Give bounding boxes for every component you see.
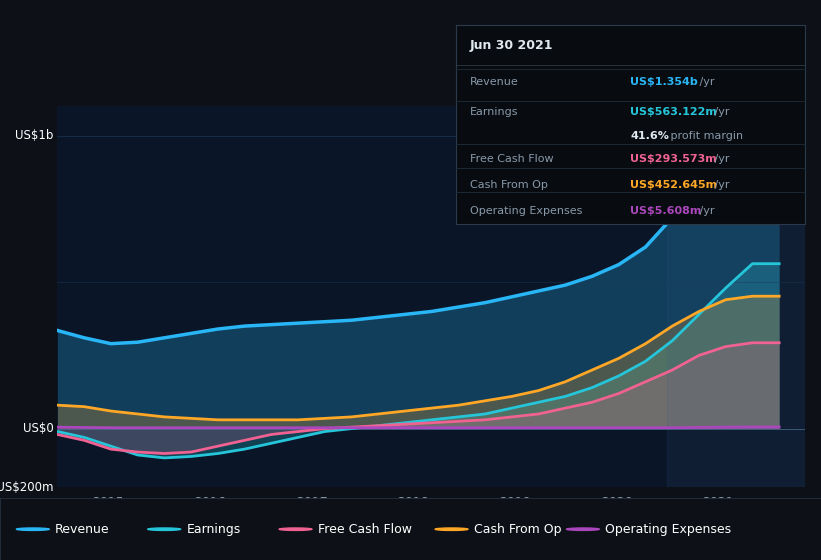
Bar [667,106,805,487]
Text: US$1b: US$1b [16,129,53,142]
Text: Operating Expenses: Operating Expenses [470,206,582,216]
Circle shape [566,528,599,530]
Text: US$452.645m: US$452.645m [631,180,718,190]
Text: -US$200m: -US$200m [0,480,53,494]
Circle shape [435,528,468,530]
Text: US$5.608m: US$5.608m [631,206,701,216]
Text: US$1.354b: US$1.354b [631,77,698,87]
Text: Revenue: Revenue [55,522,110,536]
Text: /yr: /yr [711,155,729,165]
Text: /yr: /yr [711,180,729,190]
Circle shape [16,528,49,530]
Text: Free Cash Flow: Free Cash Flow [318,522,411,536]
Text: US$563.122m: US$563.122m [631,107,717,116]
Text: /yr: /yr [696,77,714,87]
Text: /yr: /yr [696,206,714,216]
Text: Operating Expenses: Operating Expenses [605,522,732,536]
Text: Cash From Op: Cash From Op [474,522,562,536]
Text: Earnings: Earnings [186,522,241,536]
Circle shape [148,528,181,530]
Circle shape [279,528,312,530]
Text: profit margin: profit margin [667,130,743,141]
Text: Free Cash Flow: Free Cash Flow [470,155,553,165]
Text: Revenue: Revenue [470,77,518,87]
Text: US$0: US$0 [23,422,53,435]
Text: Jun 30 2021: Jun 30 2021 [470,39,553,52]
Text: Earnings: Earnings [470,107,518,116]
Text: 41.6%: 41.6% [631,130,669,141]
Text: /yr: /yr [711,107,729,116]
Text: US$293.573m: US$293.573m [631,155,717,165]
Text: Cash From Op: Cash From Op [470,180,548,190]
